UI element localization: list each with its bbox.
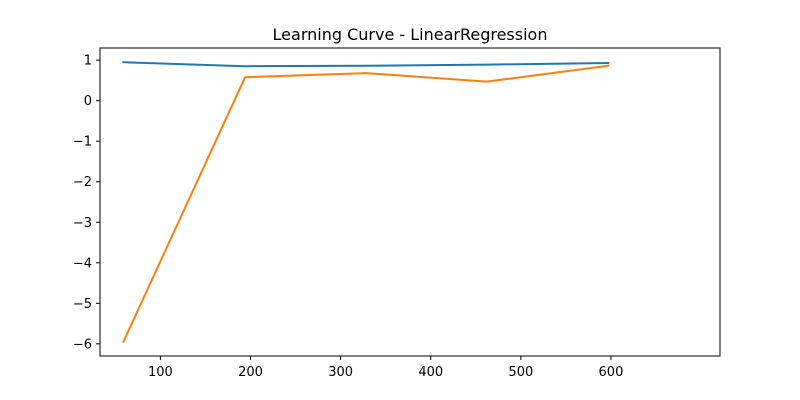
y-tick-label: −5 [73,297,92,312]
y-axis: 1 0 −1 −2 −3 −4 −5 −6 [73,54,100,352]
y-tick-label: 1 [84,54,92,69]
x-tick-label: 600 [599,365,624,380]
x-tick-label: 500 [508,365,533,380]
series-line-1 [122,61,610,68]
x-tick-label: 200 [238,365,263,380]
chart-title: Learning Curve - LinearRegression [273,25,548,44]
series-lines [122,61,610,344]
y-tick-label: −4 [73,256,92,271]
y-tick-label: 0 [84,94,92,109]
x-axis: 100 200 300 400 500 600 [148,356,623,380]
y-tick-label: −6 [73,337,92,352]
series-line-2 [122,64,610,344]
x-tick-label: 400 [418,365,443,380]
x-tick-label: 300 [328,365,353,380]
y-tick-label: −1 [73,135,92,150]
y-tick-label: −3 [73,216,92,231]
plot-area [99,47,721,357]
plot-frame [99,47,721,357]
x-tick-label: 100 [148,365,173,380]
y-tick-label: −2 [73,175,92,190]
